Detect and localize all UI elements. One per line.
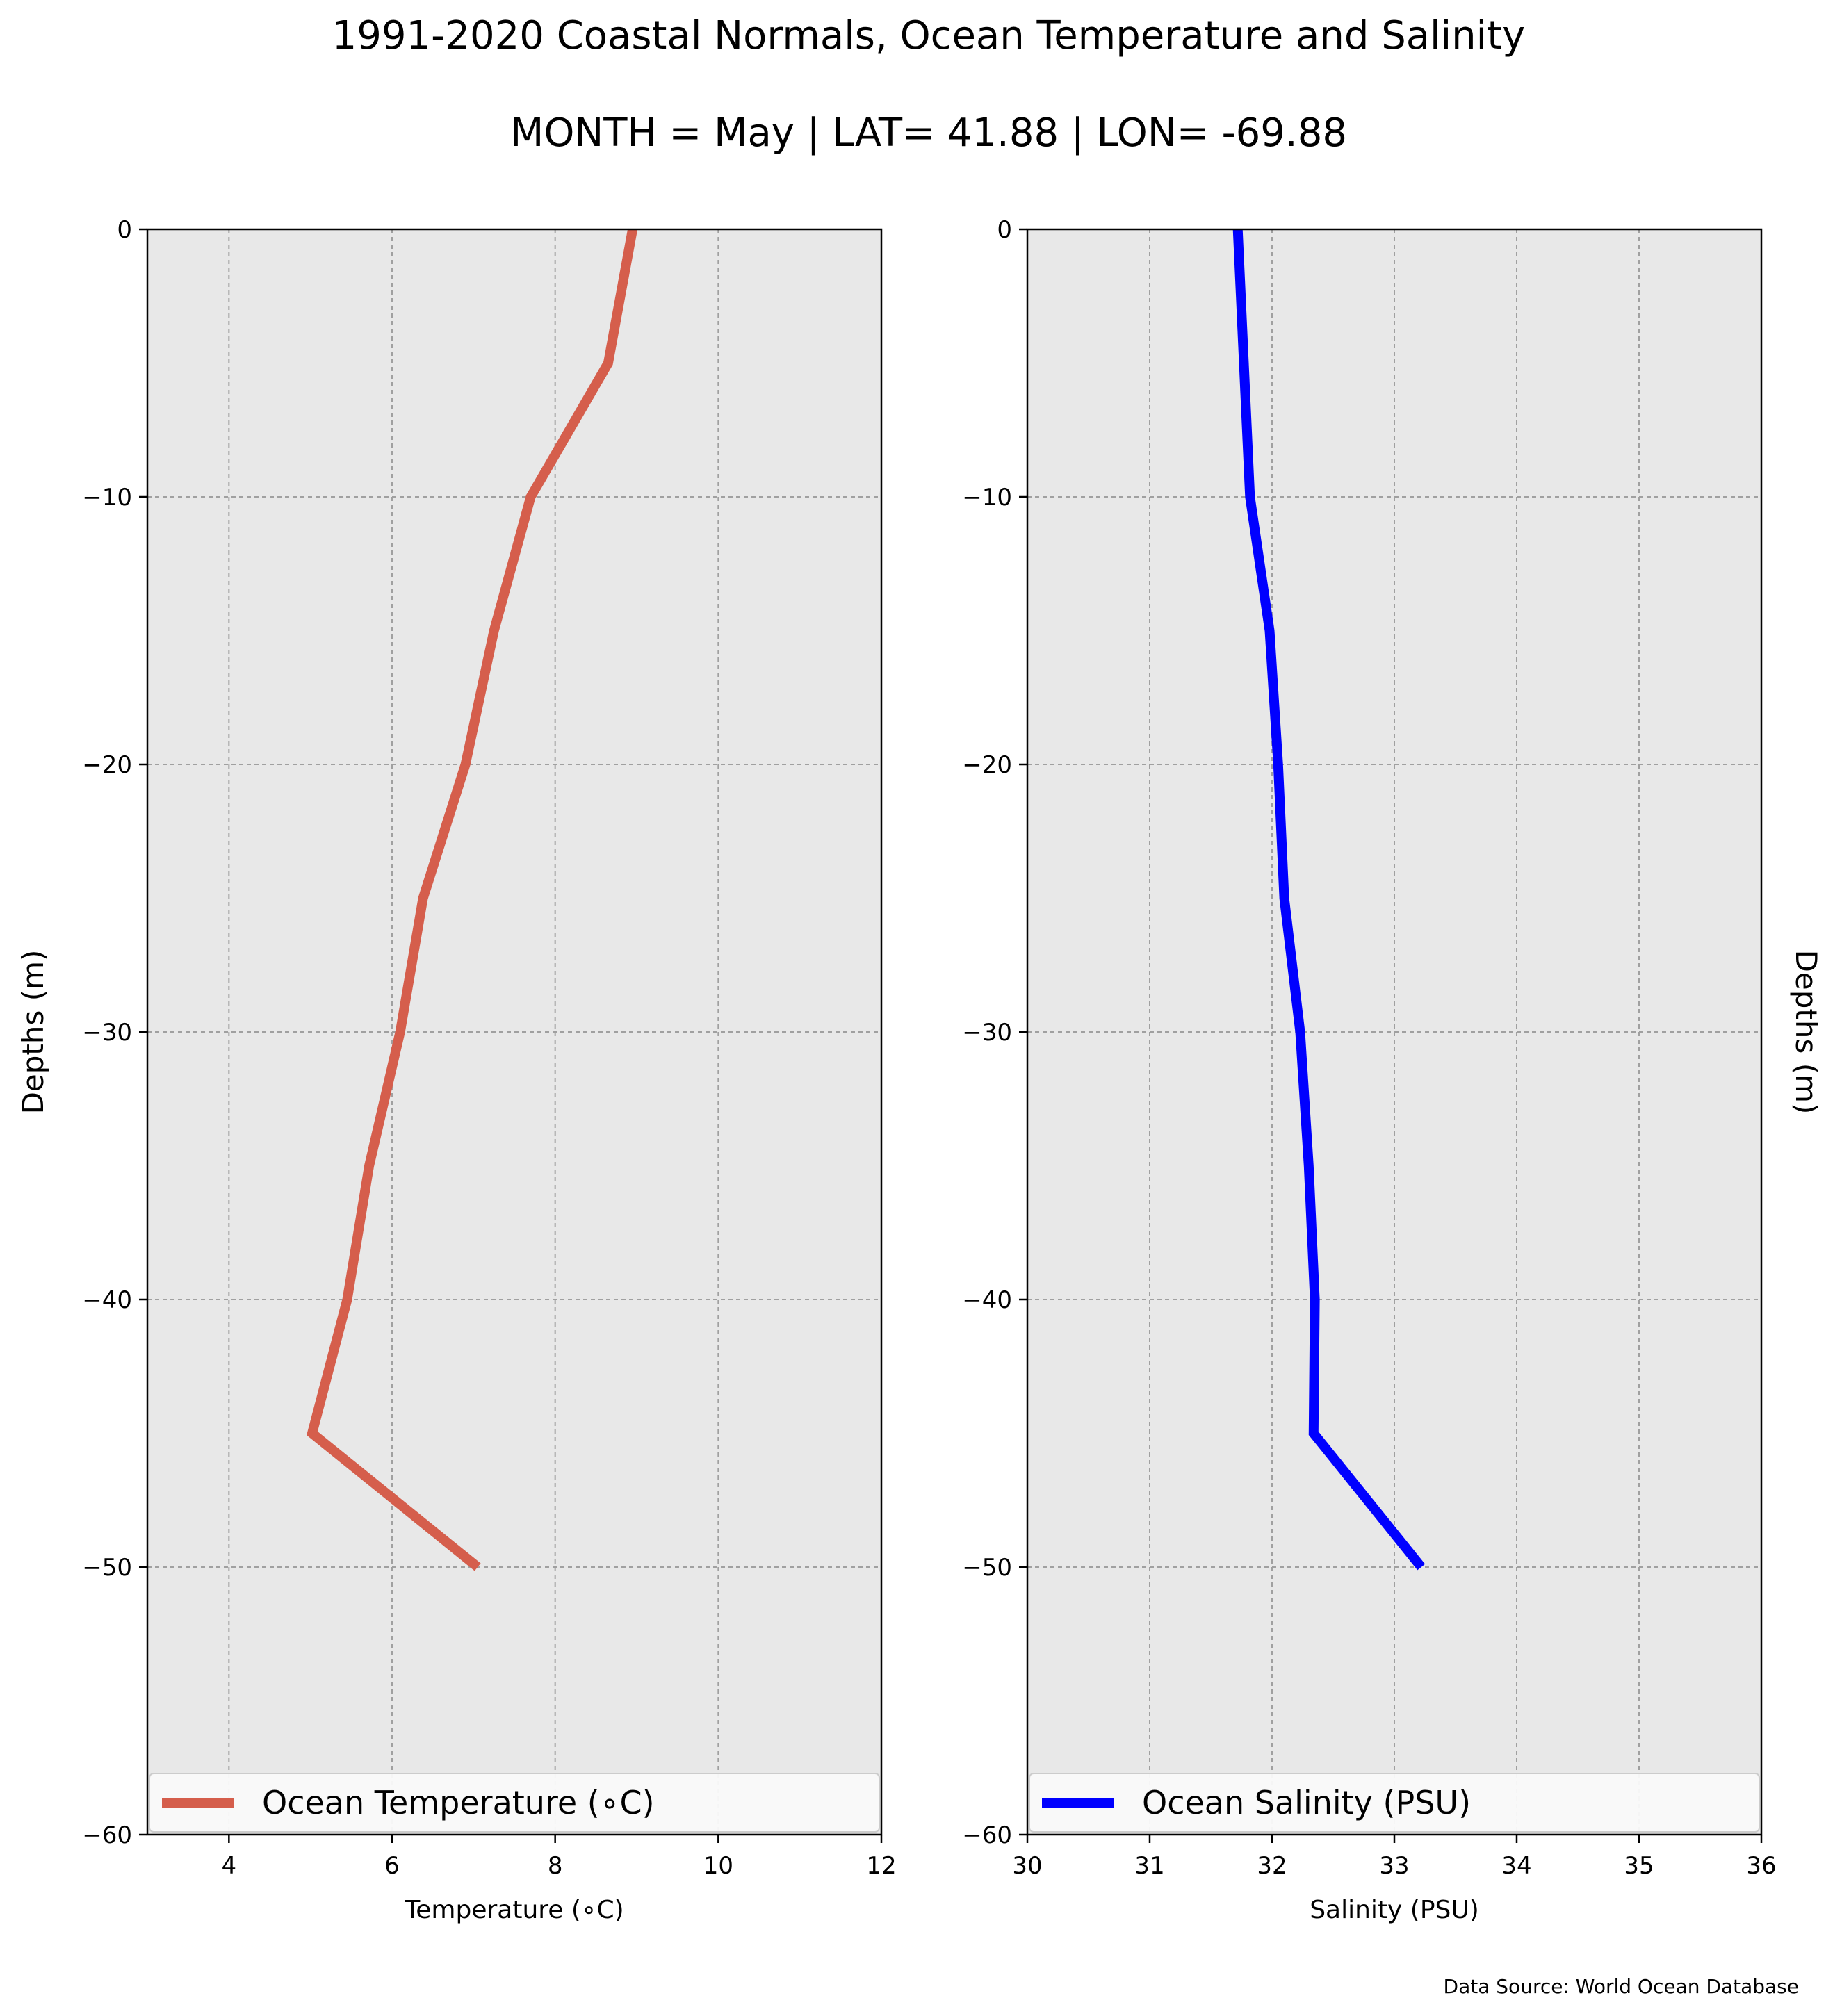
salinity-y-tick-label: −10 <box>962 484 1012 511</box>
salinity-panel: Ocean Salinity (PSU) 30 31 32 33 34 35 36 0 −10 −2… <box>962 216 1823 1924</box>
salinity-y-axis-label: Depths (m) <box>1789 950 1823 1115</box>
temperature-x-tick-label: 10 <box>703 1852 733 1880</box>
temperature-legend <box>149 1773 880 1833</box>
salinity-y-tick-label: −60 <box>962 1821 1012 1849</box>
figure-subtitle: MONTH = May | LAT= 41.88 | LON= -69.88 <box>510 110 1347 156</box>
temperature-x-tick-label: 6 <box>384 1852 400 1880</box>
salinity-y-tick-label: −50 <box>962 1554 1012 1582</box>
salinity-y-tick-label: −20 <box>962 751 1012 779</box>
temperature-x-axis-label: Temperature (∘C) <box>404 1896 623 1924</box>
temperature-legend-label: Ocean Temperature (∘C) <box>262 1784 655 1821</box>
salinity-x-tick-label: 35 <box>1624 1852 1654 1880</box>
source-note: Data Source: World Ocean Database <box>1444 1975 1799 1998</box>
salinity-x-tick-label: 30 <box>1012 1852 1042 1880</box>
temperature-y-tick-label: −30 <box>82 1019 132 1047</box>
salinity-y-tick-label: 0 <box>997 216 1012 244</box>
salinity-x-tick-label: 33 <box>1379 1852 1409 1880</box>
salinity-y-tick-label: −30 <box>962 1019 1012 1047</box>
salinity-x-tick-label: 36 <box>1746 1852 1776 1880</box>
temperature-y-tick-label: −10 <box>82 484 132 511</box>
temperature-x-tick-label: 4 <box>222 1852 237 1880</box>
temperature-y-tick-label: −50 <box>82 1554 132 1582</box>
salinity-x-tick-label: 34 <box>1501 1852 1531 1880</box>
temperature-y-tick-label: 0 <box>117 216 132 244</box>
temperature-y-axis-label: Depths (m) <box>16 950 50 1115</box>
temperature-x-tick-label: 12 <box>866 1852 896 1880</box>
salinity-x-tick-label: 31 <box>1134 1852 1164 1880</box>
salinity-legend <box>1029 1773 1760 1833</box>
figure-title: 1991-2020 Coastal Normals, Ocean Tempera… <box>332 13 1526 58</box>
salinity-x-tick-label: 32 <box>1257 1852 1287 1880</box>
temperature-y-tick-label: −60 <box>82 1821 132 1849</box>
temperature-x-tick-label: 8 <box>548 1852 563 1880</box>
salinity-legend-label: Ocean Salinity (PSU) <box>1142 1784 1471 1821</box>
temperature-panel: Ocean Temperature (∘C) 4 6 8 10 12 0 −10 −20 −30 −… <box>16 216 897 1924</box>
temperature-series-line <box>307 228 637 1571</box>
temperature-y-tick-label: −20 <box>82 751 132 779</box>
salinity-x-axis-label: Salinity (PSU) <box>1310 1896 1479 1924</box>
temperature-y-tick-label: −40 <box>82 1286 132 1314</box>
salinity-y-tick-label: −40 <box>962 1286 1012 1314</box>
